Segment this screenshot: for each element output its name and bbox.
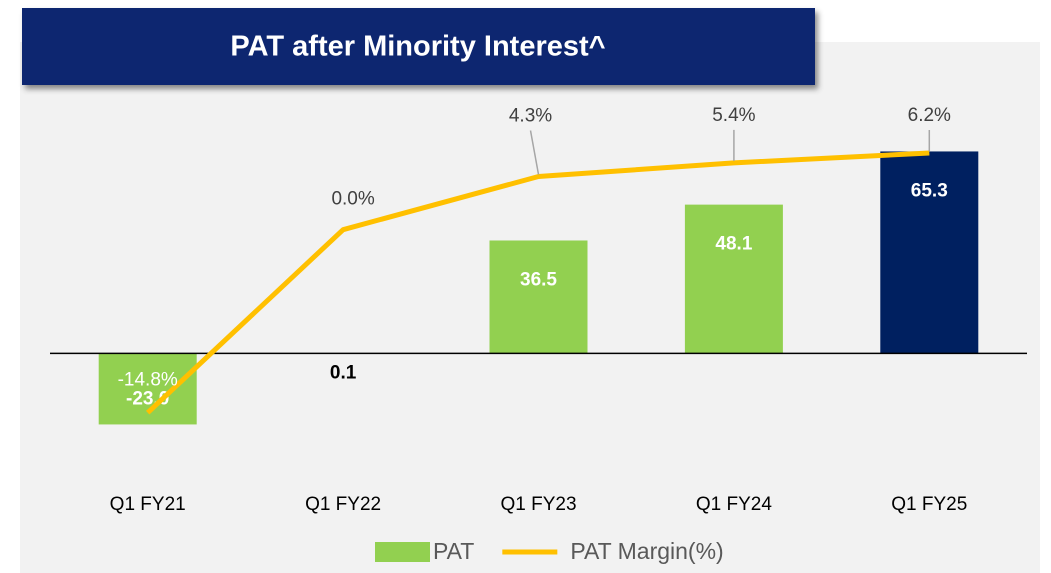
x-tick-label: Q1 FY21	[110, 494, 186, 515]
x-tick-label: Q1 FY22	[305, 494, 381, 515]
line-value-label: 0.0%	[331, 189, 374, 210]
legend-label: PAT	[433, 538, 474, 564]
legend-swatch	[375, 542, 430, 562]
x-tick-label: Q1 FY24	[696, 494, 772, 515]
line-value-label: 6.2%	[908, 105, 951, 126]
bar-value-label: 36.5	[520, 270, 557, 291]
title-box	[22, 8, 815, 85]
legend-label: PAT Margin(%)	[570, 538, 723, 564]
line-value-label: 5.4%	[712, 105, 755, 126]
bar-value-label: 65.3	[911, 180, 948, 201]
line-value-label: -14.8%	[118, 370, 178, 391]
chart-title: PAT after Minority Interest^	[230, 31, 605, 63]
line-value-label: 4.3%	[509, 106, 552, 127]
bar	[489, 240, 588, 354]
leader-line	[529, 130, 540, 175]
bar	[880, 151, 979, 354]
bar-value-label: 48.1	[715, 234, 752, 255]
bar	[684, 204, 783, 354]
bar-value-label: 0.1	[330, 362, 357, 383]
line	[145, 150, 930, 415]
x-tick-label: Q1 FY23	[500, 494, 576, 515]
x-tick-label: Q1 FY25	[891, 494, 967, 515]
